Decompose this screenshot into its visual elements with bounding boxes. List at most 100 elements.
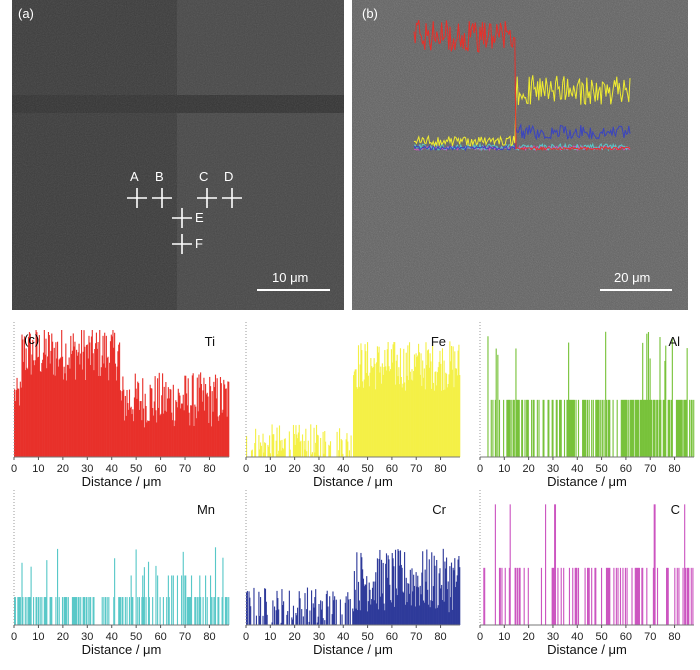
x-tick-label-fe: 20 [289,463,301,475]
bar-al [588,399,590,457]
bar-ti [113,347,115,457]
bar-fe [438,361,440,457]
bar-mn [138,597,140,625]
bar-cr [373,600,375,625]
bar-ti [35,330,37,457]
bar-ti [22,339,24,457]
bar-cr [366,611,369,625]
bar-cr [377,609,379,625]
bar-c [626,567,628,625]
bar-fe [432,343,434,457]
bar-c [575,567,577,625]
bar-fe [322,431,324,457]
bar-c [517,567,519,625]
bar-ti [63,366,65,457]
element-label-cr: Cr [432,502,446,517]
bar-cr [422,551,424,625]
bar-ti [182,394,184,457]
bar-fe [455,368,457,457]
bar-al [621,399,623,457]
bar-ti [70,335,72,457]
bar-cr [376,603,378,625]
x-tick-label-al: 60 [620,463,632,475]
bar-mn [119,597,121,625]
bar-al [527,399,529,457]
bar-al [517,399,519,457]
bar-c [667,567,669,625]
bar-c [635,567,637,625]
bar-cr [458,556,460,625]
bar-al [555,399,557,457]
bar-mn [217,597,219,625]
bar-mn [147,561,150,625]
bar-fe [311,452,313,457]
bar-c [574,567,576,625]
bar-cr [298,591,300,625]
bar-cr [422,600,425,625]
bar-fe [457,350,459,457]
bar-cr [441,584,443,625]
bar-al [582,399,584,457]
bar-fe [376,362,378,457]
bar-cr [384,610,386,625]
bar-mn [78,597,80,625]
bar-al [650,399,652,457]
bar-cr [347,592,349,625]
bar-al [584,399,586,457]
bar-cr [375,572,377,625]
bar-ti [89,342,91,457]
bar-al [624,399,626,457]
bar-ti [126,389,128,457]
bar-fe [404,382,406,457]
x-tick-label-al: 50 [595,463,607,475]
bar-al [591,399,593,457]
x-tick-label-fe: 30 [313,463,325,475]
bar-mn [135,549,137,625]
bar-al [509,399,511,457]
bar-c [606,567,608,625]
bar-cr [430,600,432,625]
bar-mn [74,597,76,625]
bar-ti [133,397,136,457]
bar-fe [413,370,415,457]
bar-cr [381,593,383,625]
bar-cr [374,581,376,625]
profile-chart-ti: 0 10 20 30 40 50 60 70 80 Distance / μm Ti [11,322,230,489]
bar-mn [17,597,19,625]
bar-fe [402,383,404,457]
bar-al [559,399,561,457]
bar-al [596,399,598,457]
bar-cr [448,612,450,625]
bar-fe [325,441,327,457]
bar-cr [445,568,447,625]
bar-fe [442,390,444,457]
bar-c [692,567,694,625]
bar-ti [170,389,172,457]
bar-al [526,399,529,457]
bar-fe [278,450,280,457]
bar-al [681,399,683,457]
bar-cr [411,568,413,625]
bar-cr [271,622,273,625]
bar-c [687,567,689,625]
bar-fe [372,366,374,457]
bar-fe [339,428,341,457]
bar-cr [450,562,453,625]
bar-al [625,399,627,457]
bar-fe [454,351,456,457]
x-axis-label-mn: Distance / μm [82,642,162,657]
bar-cr [454,558,456,625]
bar-ti [60,357,62,457]
bar-ti [25,348,27,457]
bar-al [568,399,571,457]
bar-fe [425,342,427,457]
bar-al [596,399,598,457]
bar-c [594,567,596,625]
bar-cr [339,599,341,625]
bar-c [554,504,556,625]
bar-cr [255,615,257,625]
bar-ti [138,409,140,457]
bar-ti [18,405,21,457]
bar-fe [363,379,365,457]
bar-cr [362,569,364,625]
